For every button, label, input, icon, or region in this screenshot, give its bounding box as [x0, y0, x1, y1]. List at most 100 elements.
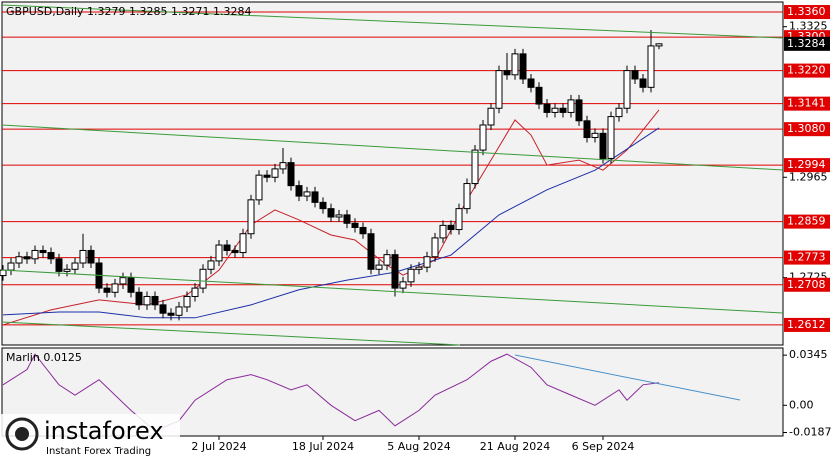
level-label-bg [784, 122, 830, 137]
level-label-bg [784, 277, 830, 292]
candle-body [359, 226, 367, 235]
candle-body [431, 237, 439, 258]
candle-body [647, 45, 655, 88]
candle-body [319, 201, 327, 210]
candle-body [575, 99, 583, 122]
candle-body [167, 312, 175, 316]
candle-body [367, 233, 375, 270]
candle-body [15, 256, 23, 264]
candle-body [455, 208, 463, 231]
watermark: instaforex Instant Forex Trading [0, 414, 180, 459]
x-tick-label: 6 Sep 2024 [572, 440, 635, 453]
candle-body [391, 254, 399, 289]
candle-body [479, 124, 487, 151]
indicator-y-tick-label: -0.0187 [789, 426, 831, 439]
candle-body [295, 185, 303, 197]
candle-body [551, 107, 559, 113]
level-label-bg [784, 317, 830, 332]
candle-body [55, 258, 63, 272]
x-tick-label: 18 Jul 2024 [292, 440, 354, 453]
candle-body [511, 53, 519, 76]
candle-body [655, 43, 663, 47]
candle-body [591, 132, 599, 139]
candle-body [223, 244, 231, 251]
candle-body [439, 224, 447, 239]
trend-line [1, 321, 461, 346]
trend-line [1, 124, 784, 171]
candle-body [463, 183, 471, 210]
level-label: 1.2612 [787, 318, 826, 331]
candle-body [103, 287, 111, 293]
candle-body [527, 78, 535, 88]
level-label-bg [784, 96, 830, 111]
candle-body [567, 99, 575, 113]
indicator-title: Marlin 0.0125 [6, 351, 82, 364]
level-label: 1.2994 [787, 158, 826, 171]
level-label: 1.3080 [787, 122, 826, 135]
candle-body [447, 224, 455, 231]
candle-body [135, 291, 143, 306]
trend-line [1, 269, 784, 314]
candle-body [271, 168, 279, 178]
x-tick-label: 2 Jul 2024 [191, 440, 246, 453]
price-panel [1, 1, 784, 346]
candle-body [23, 256, 31, 260]
indicator-trend-line [514, 354, 741, 401]
level-label-bg [784, 158, 830, 173]
candle-body [63, 268, 71, 272]
candle-body [423, 256, 431, 268]
level-label-bg [784, 5, 830, 20]
candle-body [583, 120, 591, 139]
candle-body [487, 107, 495, 126]
candle-body [143, 295, 151, 306]
candle-body [415, 266, 423, 270]
last-price-label: 1.3284 [787, 37, 826, 50]
candle-body [7, 262, 15, 271]
y-tick-label: 1.3325 [789, 20, 828, 33]
candle-body [311, 191, 319, 203]
candle-body [39, 249, 47, 254]
candle-body [519, 53, 527, 80]
level-label-bg [784, 214, 830, 229]
candle-body [623, 70, 631, 109]
trend-line [1, 4, 784, 39]
candle-body [303, 191, 311, 197]
candle-body [495, 70, 503, 109]
candle-body [159, 304, 167, 314]
candle-body [215, 244, 223, 262]
candle-body [255, 174, 263, 201]
logo [15, 427, 29, 441]
candle-body [375, 264, 383, 270]
level-label-bg [784, 63, 830, 78]
candle-body [503, 70, 511, 76]
candle-body [559, 107, 567, 113]
candle-body [383, 254, 391, 266]
candle-body [247, 199, 255, 235]
candle-body [631, 70, 639, 80]
candle-body [543, 103, 551, 113]
tagline: Instant Forex Trading [46, 446, 151, 457]
candle-body [127, 277, 135, 293]
candle-body [351, 222, 359, 228]
candle-body [399, 281, 407, 289]
candle-body [119, 277, 127, 285]
candle-body [535, 86, 543, 105]
candle-body [639, 78, 647, 88]
candle-body [183, 295, 191, 308]
candle-body [599, 132, 607, 159]
indicator-y-tick-label: 0.0345 [789, 348, 828, 361]
level-label-bg [784, 250, 830, 265]
indicator-y-tick-label: 0.00 [789, 398, 814, 411]
candle-body [263, 174, 271, 178]
candle-body [335, 214, 343, 218]
candle-body [607, 116, 615, 159]
line-series [2, 353, 660, 432]
candle-body [111, 283, 119, 293]
chart-title: GBPUSD,Daily 1.3279 1.3285 1.3271 1.3284 [6, 5, 251, 18]
level-label: 1.2773 [787, 251, 826, 264]
x-tick-label: 5 Aug 2024 [387, 440, 450, 453]
candle-body [343, 214, 351, 224]
candle-body [175, 306, 183, 316]
candle-body [407, 268, 415, 283]
